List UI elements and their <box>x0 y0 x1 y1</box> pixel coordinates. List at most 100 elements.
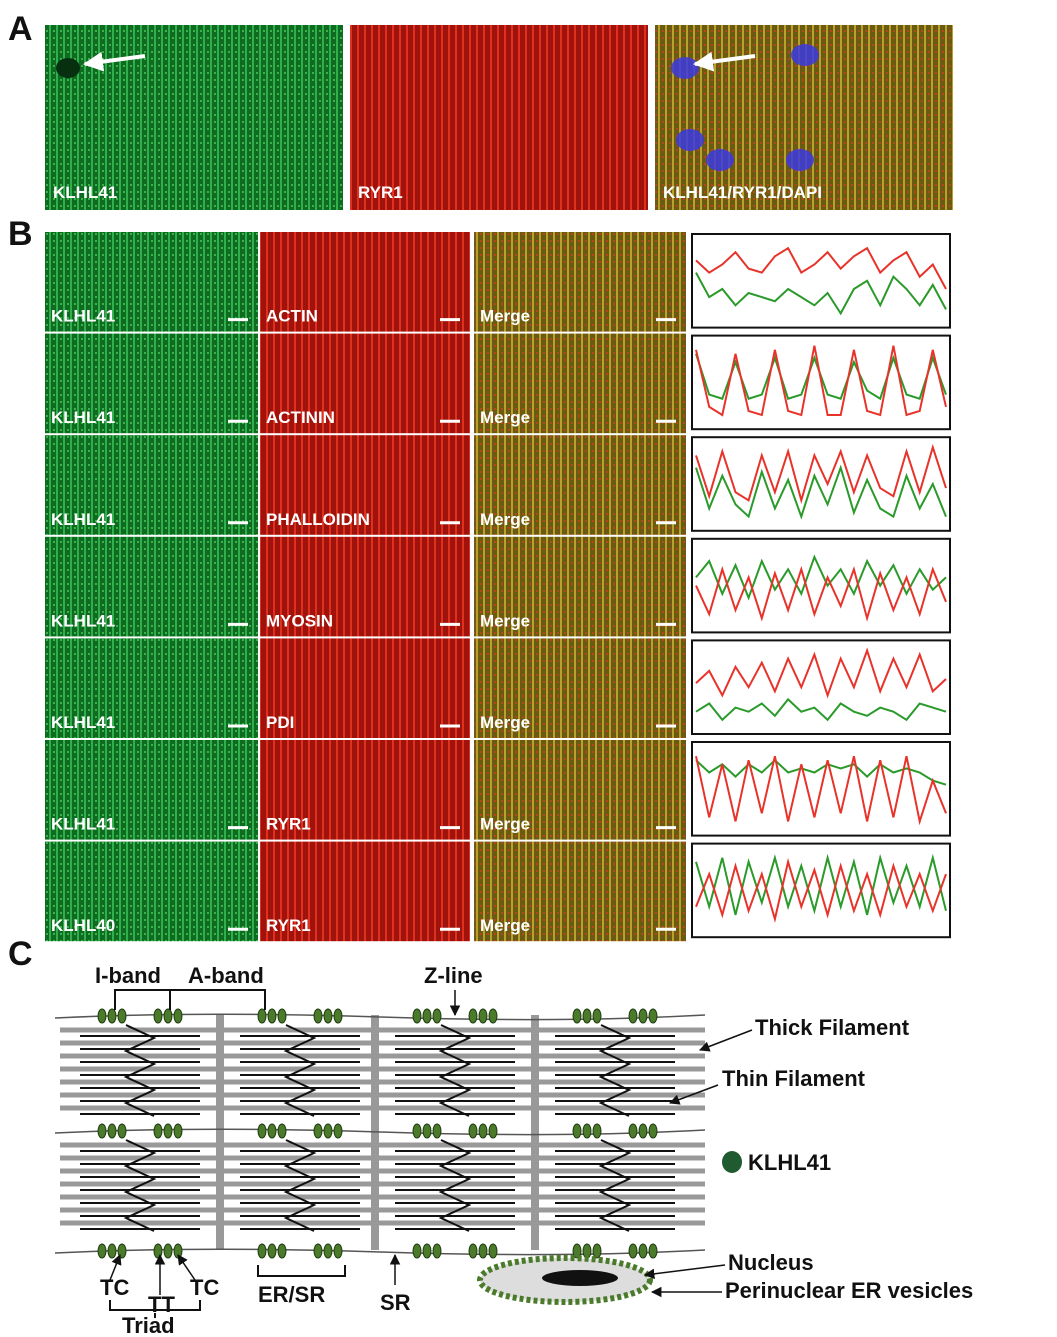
klhl41-dot <box>413 1009 421 1023</box>
diagram-label: Z-line <box>424 963 483 988</box>
image-label: ACTININ <box>266 408 335 427</box>
klhl41-dot <box>108 1244 116 1258</box>
klhl41-dot <box>324 1009 332 1023</box>
klhl41-dot <box>593 1124 601 1138</box>
image-label: Merge <box>480 916 530 935</box>
diagram-label: TC <box>100 1275 129 1300</box>
image-label: Merge <box>480 611 530 630</box>
klhl41-dot <box>108 1124 116 1138</box>
klhl41-dot <box>649 1124 657 1138</box>
nucleolus <box>542 1270 618 1286</box>
nucleus <box>791 44 819 66</box>
klhl41-dot <box>489 1009 497 1023</box>
image-label: KLHL40 <box>51 916 115 935</box>
klhl41-dot <box>423 1244 431 1258</box>
klhl41-dot <box>629 1009 637 1023</box>
page: A B C I-bandA-bandZ-lineThick FilamentTh… <box>0 0 1057 1337</box>
image-label: Merge <box>480 510 530 529</box>
image-label: RYR1 <box>358 183 403 202</box>
legend-dot <box>722 1151 742 1173</box>
klhl41-dot <box>154 1009 162 1023</box>
image-label: KLHL41 <box>51 713 115 732</box>
klhl41-dot <box>98 1244 106 1258</box>
klhl41-dot <box>573 1124 581 1138</box>
image-label: KLHL41 <box>51 307 115 326</box>
klhl41-dot <box>258 1244 266 1258</box>
klhl41-dot <box>258 1124 266 1138</box>
arrow <box>700 1030 752 1050</box>
nucleus <box>676 129 704 151</box>
klhl41-dot <box>433 1124 441 1138</box>
klhl41-dot <box>593 1009 601 1023</box>
nucleus <box>706 149 734 171</box>
image-label: RYR1 <box>266 815 311 834</box>
profile-frame <box>692 234 950 328</box>
membrane <box>55 1014 705 1019</box>
bracket <box>115 990 265 1010</box>
klhl41-dot <box>278 1009 286 1023</box>
image-label: RYR1 <box>266 916 311 935</box>
arrow <box>178 1255 195 1280</box>
image-label: KLHL41 <box>51 408 115 427</box>
klhl41-dot <box>324 1124 332 1138</box>
klhl41-dot <box>423 1124 431 1138</box>
klhl41-dot <box>489 1244 497 1258</box>
klhl41-dot <box>118 1124 126 1138</box>
klhl41-dot <box>629 1124 637 1138</box>
klhl41-dot <box>583 1009 591 1023</box>
figure: A B C I-bandA-bandZ-lineThick FilamentTh… <box>0 0 1057 1337</box>
klhl41-dot <box>639 1244 647 1258</box>
image-label: MYOSIN <box>266 611 333 630</box>
image-label: PHALLOIDIN <box>266 510 370 529</box>
klhl41-dot <box>469 1124 477 1138</box>
klhl41-dot <box>108 1009 116 1023</box>
image-label: Merge <box>480 815 530 834</box>
klhl41-dot <box>583 1124 591 1138</box>
profile-frame <box>692 640 950 734</box>
panel-label: A <box>8 10 33 48</box>
diagram-label: A-band <box>188 963 264 988</box>
klhl41-dot <box>164 1124 172 1138</box>
bracket <box>258 1265 345 1276</box>
klhl41-dot <box>314 1244 322 1258</box>
klhl41-dot <box>413 1244 421 1258</box>
klhl41-dot <box>433 1244 441 1258</box>
diagram-label: Thick Filament <box>755 1015 910 1040</box>
klhl41-dot <box>334 1124 342 1138</box>
klhl41-dot <box>174 1009 182 1023</box>
klhl41-dot <box>98 1009 106 1023</box>
klhl41-dot <box>314 1124 322 1138</box>
diagram-label: SR <box>380 1290 411 1315</box>
image-label: ACTIN <box>266 307 318 326</box>
klhl41-dot <box>573 1009 581 1023</box>
membrane <box>55 1249 705 1254</box>
image-label: KLHL41 <box>51 510 115 529</box>
nucleus <box>671 57 699 79</box>
diagram-label: ER/SR <box>258 1282 325 1307</box>
klhl41-dot <box>413 1124 421 1138</box>
klhl41-dot <box>639 1124 647 1138</box>
klhl41-dot <box>164 1244 172 1258</box>
klhl41-dot <box>268 1244 276 1258</box>
klhl41-dot <box>334 1244 342 1258</box>
diagram-label: Thin Filament <box>722 1066 866 1091</box>
diagram-label: Nucleus <box>728 1250 814 1275</box>
image-label: Merge <box>480 408 530 427</box>
klhl41-dot <box>469 1009 477 1023</box>
arrow <box>645 1265 725 1275</box>
klhl41-dot <box>479 1124 487 1138</box>
profile-frame <box>692 437 950 531</box>
klhl41-dot <box>629 1244 637 1258</box>
klhl41-dot <box>98 1124 106 1138</box>
nucleus <box>786 149 814 171</box>
klhl41-dot <box>423 1009 431 1023</box>
nucleus-dark <box>56 58 80 78</box>
klhl41-dot <box>268 1124 276 1138</box>
image-label: KLHL41 <box>53 183 117 202</box>
klhl41-dot <box>334 1009 342 1023</box>
panel-label: C <box>8 935 33 973</box>
klhl41-dot <box>479 1244 487 1258</box>
klhl41-dot <box>278 1244 286 1258</box>
klhl41-dot <box>489 1124 497 1138</box>
image-label: KLHL41 <box>51 815 115 834</box>
